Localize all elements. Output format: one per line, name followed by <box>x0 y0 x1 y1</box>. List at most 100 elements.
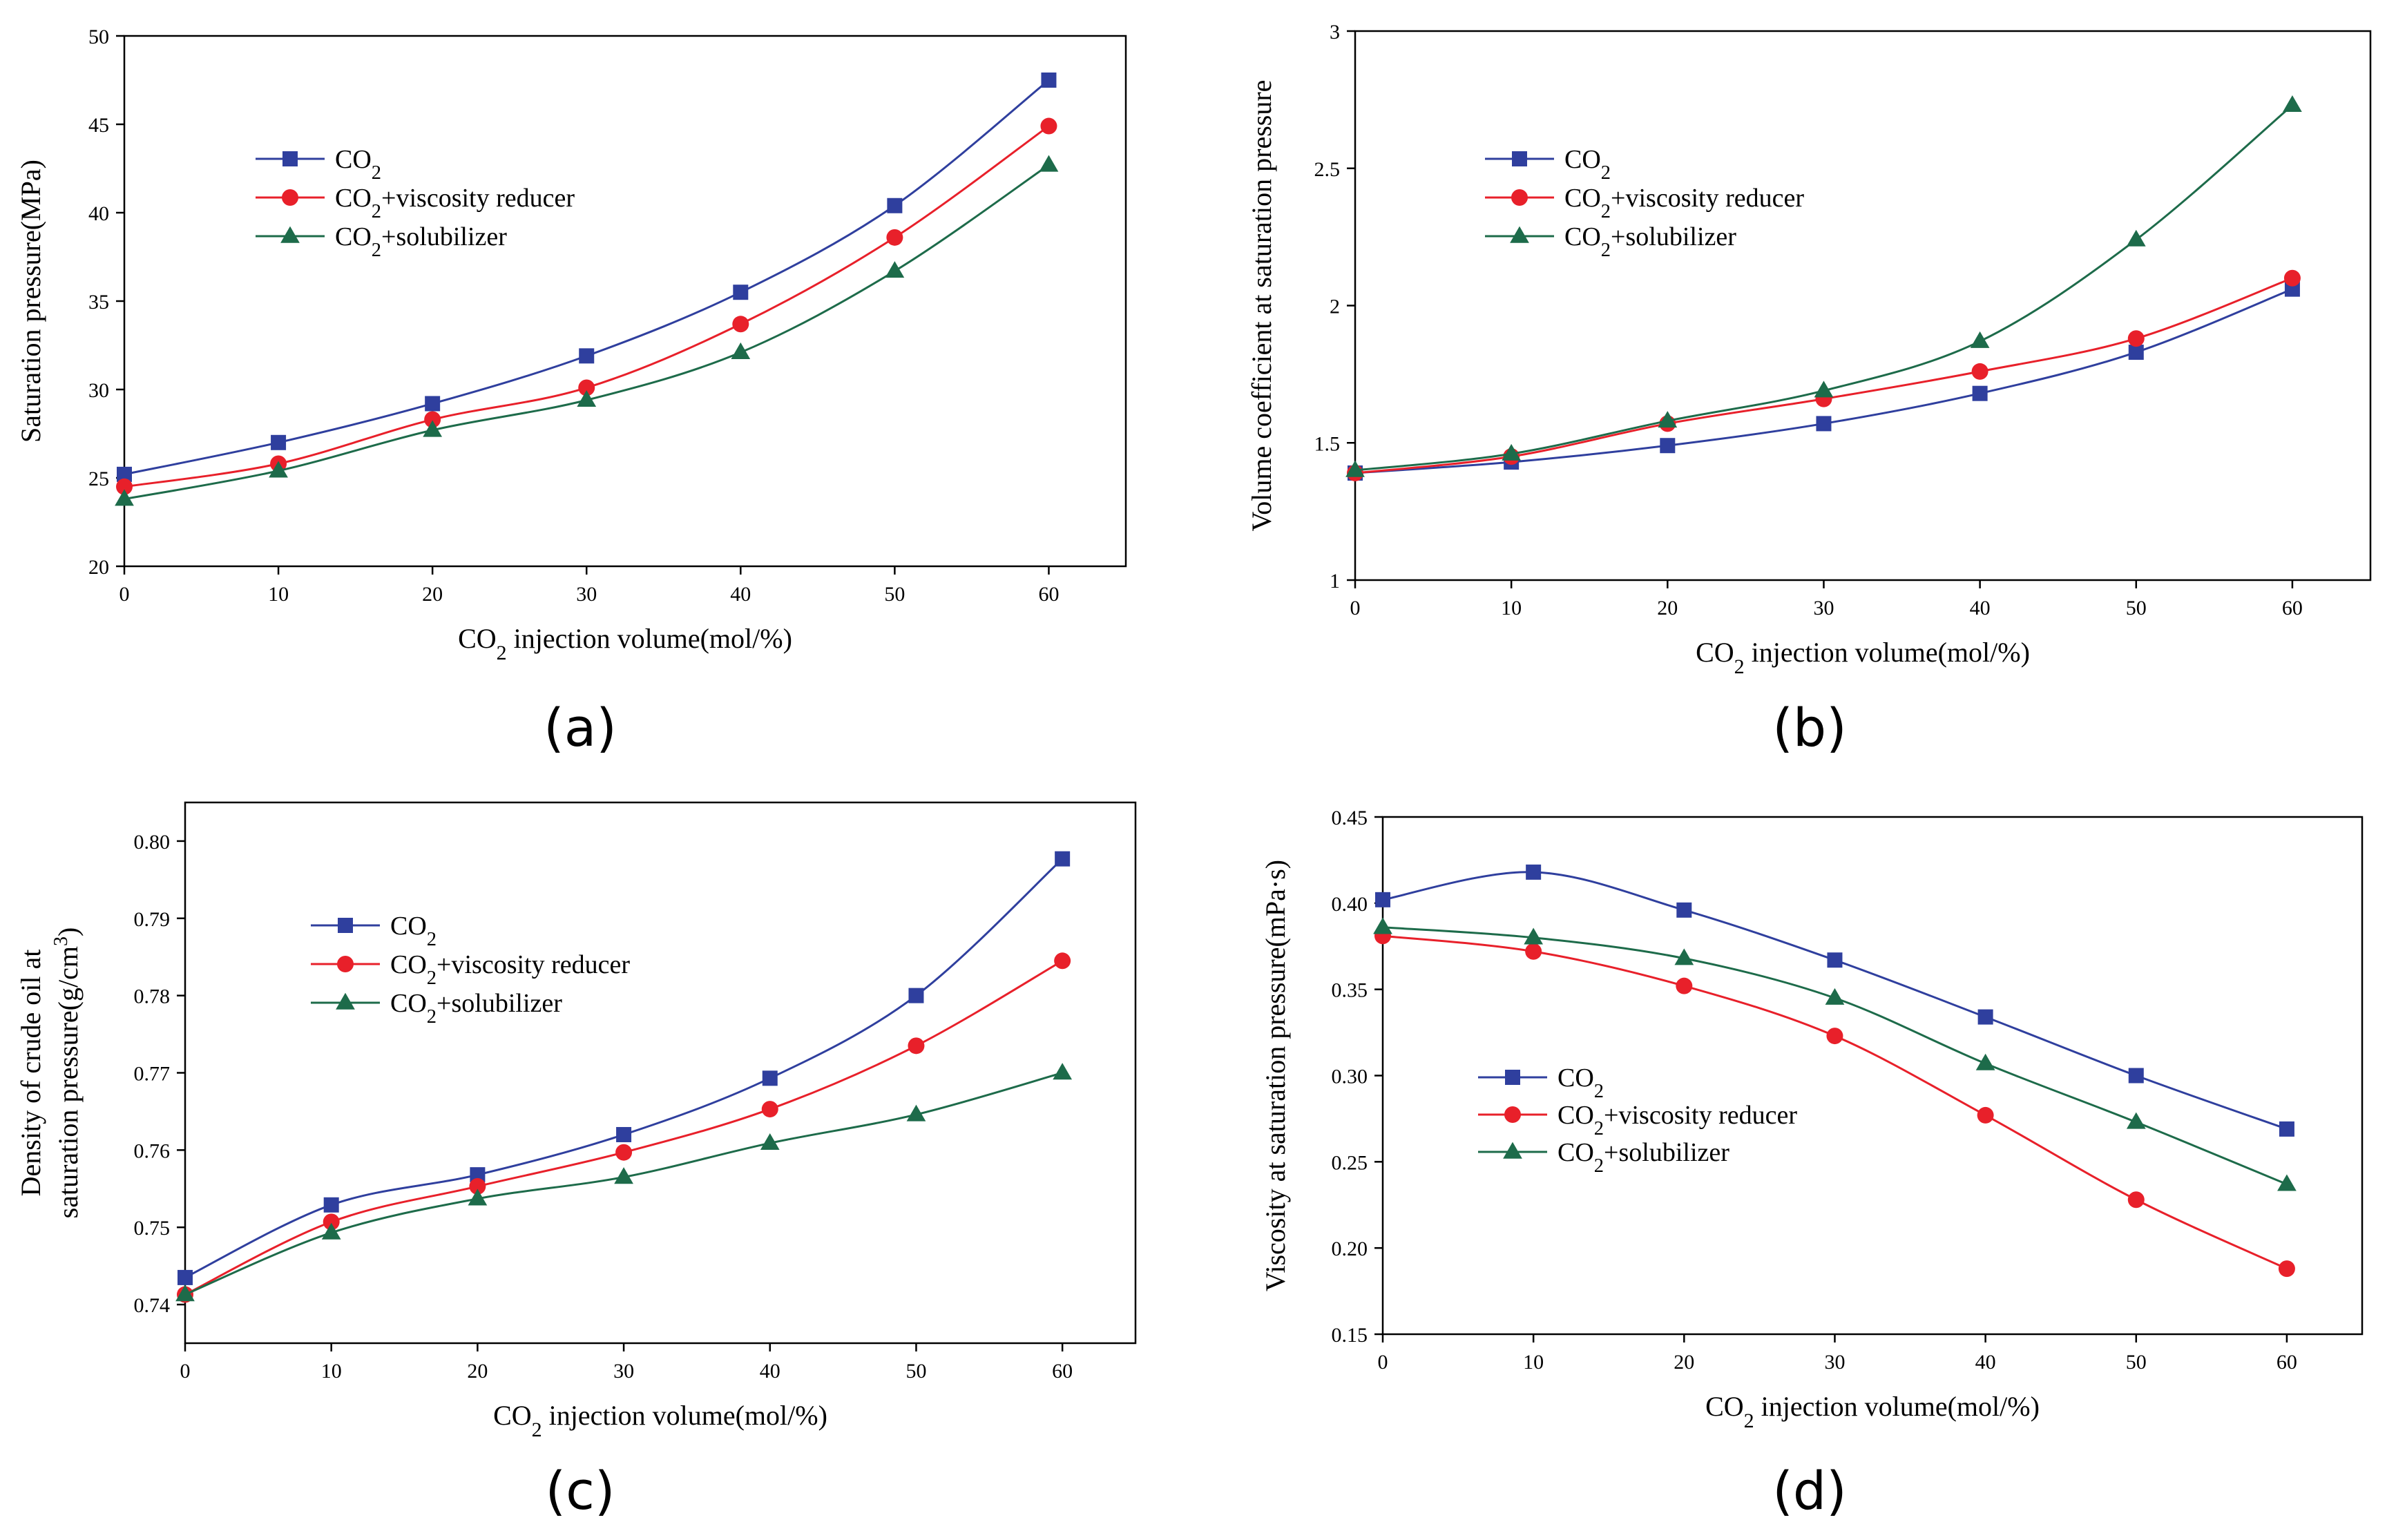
y-tick-label: 30 <box>88 379 109 402</box>
legend-marker <box>338 918 353 933</box>
y-tick-label: 0.25 <box>1332 1151 1368 1174</box>
data-point-2 <box>1825 988 1845 1005</box>
y-tick-label: 40 <box>88 202 109 225</box>
data-point-2 <box>423 420 443 437</box>
y-tick-label: 0.45 <box>1332 807 1368 829</box>
data-point-2 <box>1674 948 1694 965</box>
y-tick-label: 50 <box>88 26 109 48</box>
data-point-0 <box>425 396 441 412</box>
x-tick-label: 60 <box>1052 1360 1073 1383</box>
data-point-0 <box>470 1167 486 1183</box>
data-point-2 <box>1658 411 1678 428</box>
data-point-2 <box>269 461 288 478</box>
data-point-0 <box>887 198 903 213</box>
panel-label: (c) <box>545 1460 615 1521</box>
legend-marker <box>280 226 300 243</box>
data-point-2 <box>731 342 751 359</box>
legend-marker <box>282 189 298 206</box>
data-point-2 <box>577 390 597 407</box>
data-point-1 <box>116 478 133 495</box>
y-axis-label-line1: Density of crude oil at <box>15 950 46 1197</box>
data-point-0 <box>178 1269 193 1285</box>
x-tick-label: 60 <box>1038 583 1059 606</box>
data-point-0 <box>762 1070 778 1086</box>
data-point-2 <box>2283 95 2302 113</box>
legend-marker <box>1511 189 1528 206</box>
x-tick-label: 20 <box>422 583 443 606</box>
data-point-2 <box>1502 443 1522 461</box>
y-tick-label: 0.30 <box>1332 1066 1368 1088</box>
x-tick-label: 0 <box>1350 597 1361 619</box>
x-tick-label: 50 <box>2126 597 2147 619</box>
data-point-0 <box>1816 416 1832 432</box>
data-point-2 <box>1970 331 1990 348</box>
y-axis-label: Saturation pressure(MPa) <box>15 160 46 443</box>
y-tick-label: 3 <box>1330 21 1340 44</box>
panel-label: (d) <box>1772 1460 1847 1521</box>
data-point-0 <box>733 285 749 300</box>
data-point-2 <box>614 1167 633 1184</box>
data-point-2 <box>1345 460 1365 477</box>
data-point-2 <box>2126 1112 2146 1129</box>
y-axis-label: Viscosity at saturation pressure(mPa·s) <box>1260 860 1291 1291</box>
y-tick-label: 0.79 <box>134 908 171 931</box>
data-point-0 <box>1375 892 1390 907</box>
y-tick-label: 45 <box>88 114 109 137</box>
data-point-0 <box>1972 385 1988 401</box>
data-point-1 <box>1525 943 1542 960</box>
data-point-1 <box>1971 363 1988 380</box>
data-point-0 <box>579 348 595 364</box>
data-point-1 <box>323 1213 340 1231</box>
data-point-2 <box>1053 1063 1073 1080</box>
legend-marker <box>1510 226 1529 243</box>
x-tick-label: 40 <box>1970 597 1991 619</box>
data-point-1 <box>1826 1028 1843 1045</box>
data-point-1 <box>469 1177 486 1195</box>
data-point-2 <box>1373 917 1392 934</box>
data-point-0 <box>908 988 924 1003</box>
data-point-1 <box>615 1144 633 1161</box>
data-point-0 <box>2128 345 2144 360</box>
x-tick-label: 50 <box>884 583 905 606</box>
y-tick-label: 35 <box>88 291 109 314</box>
data-point-2 <box>1524 927 1544 945</box>
x-tick-label: 20 <box>467 1360 488 1383</box>
data-point-0 <box>271 434 287 450</box>
x-tick-label: 40 <box>760 1360 780 1383</box>
y-tick-label: 0.80 <box>134 831 171 854</box>
panel-label: (b) <box>1772 697 1847 758</box>
x-tick-label: 10 <box>1523 1351 1544 1374</box>
data-point-1 <box>1676 977 1693 994</box>
data-point-0 <box>1041 73 1057 88</box>
x-tick-label: 30 <box>576 583 597 606</box>
data-point-1 <box>886 229 903 246</box>
x-tick-label: 60 <box>2282 597 2303 619</box>
x-tick-label: 30 <box>1813 597 1834 619</box>
data-point-0 <box>323 1197 339 1213</box>
data-point-1 <box>2127 1191 2145 1209</box>
data-point-2 <box>760 1133 780 1150</box>
data-point-0 <box>2279 1121 2294 1137</box>
data-point-2 <box>2277 1174 2297 1191</box>
data-point-0 <box>1977 1009 1993 1025</box>
x-tick-label: 50 <box>2126 1351 2147 1374</box>
data-point-1 <box>2127 330 2145 347</box>
x-tick-label: 0 <box>119 583 130 606</box>
y-tick-label: 0.20 <box>1332 1238 1368 1260</box>
data-point-0 <box>1055 851 1071 867</box>
y-tick-label: 2 <box>1330 296 1340 318</box>
data-point-2 <box>1039 155 1059 172</box>
data-point-2 <box>2126 229 2146 247</box>
x-tick-label: 60 <box>2277 1351 2297 1374</box>
data-point-2 <box>885 261 905 278</box>
data-point-0 <box>1660 438 1676 454</box>
data-point-2 <box>115 489 134 506</box>
x-tick-label: 20 <box>1674 1351 1694 1374</box>
data-point-2 <box>468 1188 488 1206</box>
y-axis-label: Volume coefficient at saturation pressur… <box>1246 80 1277 532</box>
y-tick-label: 2.5 <box>1314 158 1341 181</box>
y-axis-label-line2: saturation pressure(g/cm3) <box>50 927 84 1219</box>
